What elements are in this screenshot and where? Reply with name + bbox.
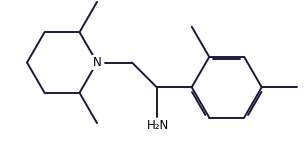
Text: N: N bbox=[93, 56, 101, 69]
Text: H₂N: H₂N bbox=[147, 119, 169, 132]
